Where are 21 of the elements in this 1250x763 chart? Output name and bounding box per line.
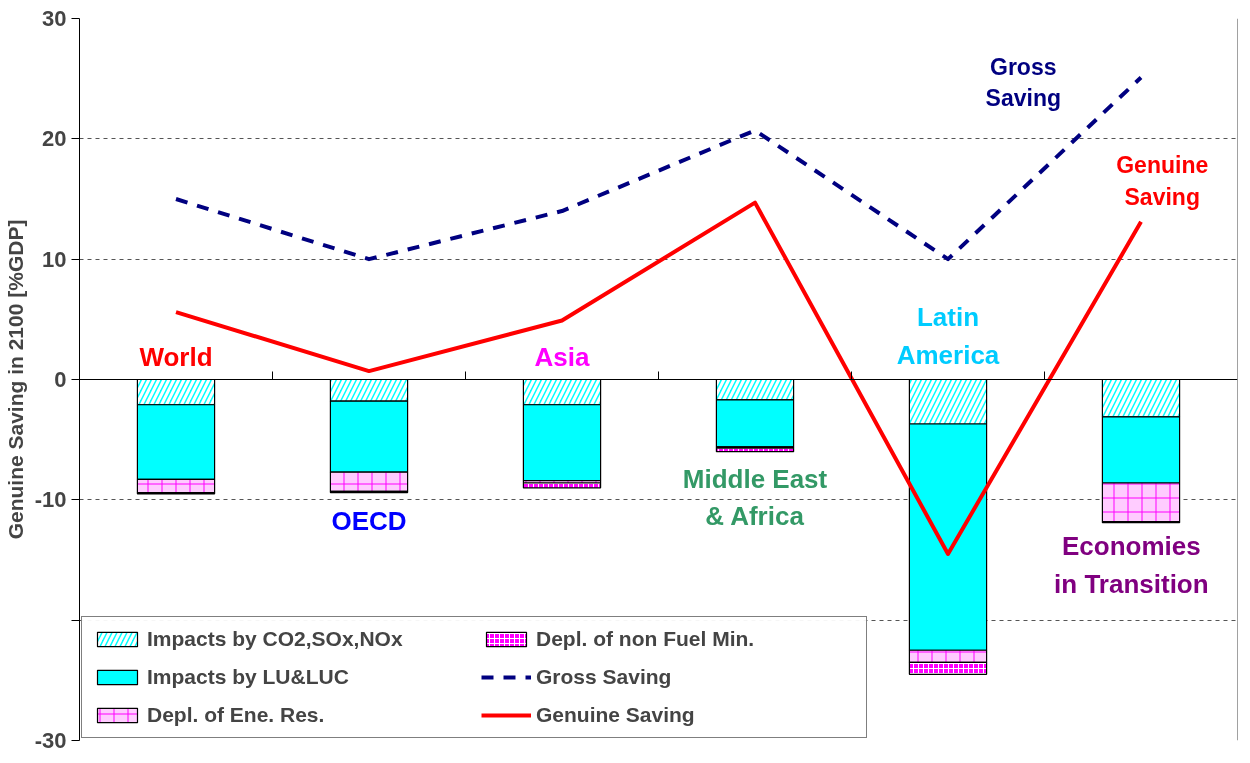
x-tick-label: Economies in Transition (1054, 531, 1209, 599)
legend-label: Impacts by CO2,SOx,NOx (147, 627, 404, 651)
y-tick-label: -30 (34, 728, 67, 753)
y-axis-title: Genuine Saving in 2100 [%GDP] (3, 219, 27, 540)
x-tick-label: Middle East & Africa (682, 463, 828, 532)
legend-label: Genuine Saving (536, 703, 696, 727)
x-tick-label: Asia (534, 341, 590, 372)
text: Genuine Saving (1116, 152, 1209, 210)
y-tick-label: 20 (42, 126, 67, 152)
legend-label: Gross Saving (536, 665, 673, 689)
y-tick-label: 10 (42, 246, 67, 272)
legend-label: Depl. of Ene. Res. (147, 703, 326, 727)
x-tick-label: World (139, 341, 213, 372)
x-tick-label: Latin America (896, 302, 1000, 370)
y-tick-label: 0 (54, 367, 67, 392)
legend-label: Impacts by LU&LUC (147, 665, 350, 689)
legend-label: Depl. of non Fuel Min. (536, 627, 756, 651)
y-tick-label: 30 (42, 6, 67, 31)
x-tick-label: OECD (331, 506, 407, 537)
y-tick-label: -10 (34, 487, 67, 513)
text: Gross Saving (985, 53, 1061, 111)
